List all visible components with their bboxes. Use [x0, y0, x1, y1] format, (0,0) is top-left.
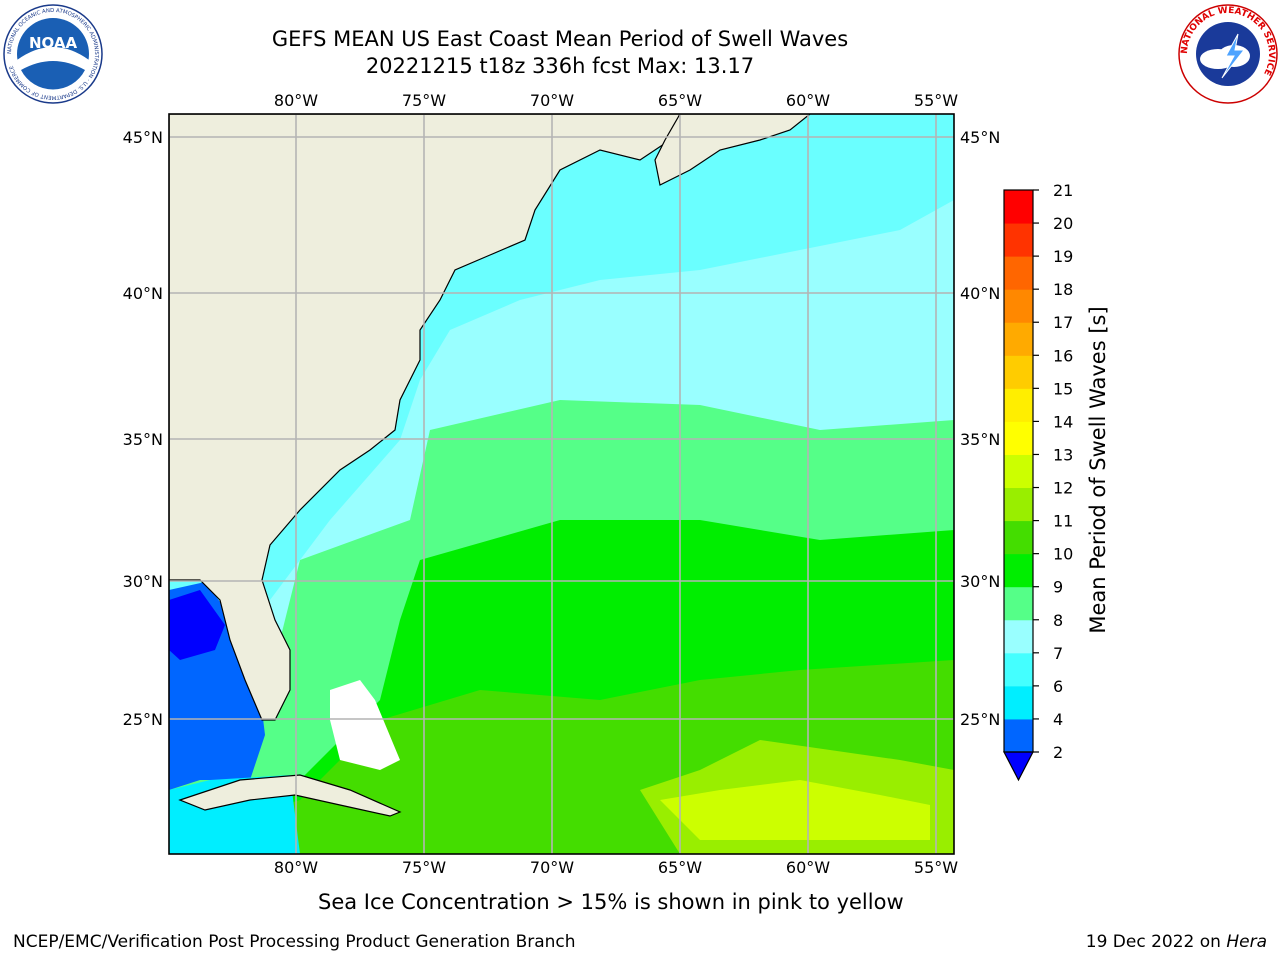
colorbar-tick-label: 8 [1053, 611, 1063, 630]
colorbar-segment [1004, 256, 1033, 290]
lat-tick-label: 40°N [960, 284, 1000, 303]
colorbar-tick-label: 12 [1053, 479, 1073, 498]
lat-tick-label: 35°N [123, 430, 163, 449]
lat-tick-label: 25°N [123, 710, 163, 729]
bahamas-bank-masked [330, 680, 400, 770]
lon-tick-label: 60°W [786, 858, 830, 877]
colorbar-tick-label: 6 [1053, 677, 1063, 696]
colorbar-tick-label: 17 [1053, 313, 1073, 332]
colorbar-segment [1004, 322, 1033, 356]
lon-tick-label: 65°W [658, 858, 702, 877]
colorbar-tick-label: 7 [1053, 644, 1063, 663]
colorbar-segment [1004, 421, 1033, 455]
colorbar-segment [1004, 454, 1033, 489]
lon-tick-label: 70°W [530, 91, 574, 110]
colorbar-segment [1004, 223, 1033, 257]
colorbar-segment [1004, 619, 1033, 654]
lon-tick-label: 55°W [914, 91, 958, 110]
colorbar-segment [1004, 586, 1033, 621]
lon-tick-label: 80°W [274, 858, 318, 877]
colorbar-tick-label: 13 [1053, 445, 1073, 464]
lon-tick-label: 80°W [274, 91, 318, 110]
lon-tick-label: 55°W [914, 858, 958, 877]
colorbar-tick-label: 2 [1053, 743, 1063, 762]
lat-tick-label: 45°N [960, 128, 1000, 147]
colorbar-segment [1004, 190, 1033, 224]
tick-labels: 80°W 80°W 75°W 75°W 70°W 70°W 65°W 65°W 60°W 60°W… [123, 91, 1001, 877]
colorbar-tick-label: 19 [1053, 247, 1073, 266]
lon-tick-label: 75°W [402, 91, 446, 110]
noaa-logo: NOAA NATIONAL OCEANIC AND ATMOSPHERIC AD… [3, 4, 103, 104]
cuba-land [178, 774, 402, 817]
colorbar-tick-label: 10 [1053, 545, 1073, 564]
map-frame [168, 113, 955, 855]
colorbar-segment [1004, 520, 1033, 555]
colorbar-label: Mean Period of Swell Waves [s] [1086, 306, 1110, 633]
nws-logo: NATIONAL WEATHER SERVICE [1178, 4, 1278, 104]
colorbar-segment [1004, 553, 1033, 588]
lon-tick-label: 60°W [786, 91, 830, 110]
colorbar-tick-label: 18 [1053, 280, 1073, 299]
date-stamp: 19 Dec 2022 on Hera [1086, 932, 1267, 952]
gulf-min-period [169, 590, 225, 660]
nova-scotia-land [654, 114, 811, 186]
lon-tick-label: 65°W [658, 91, 702, 110]
chart-title: GEFS MEAN US East Coast Mean Period of S… [271, 27, 849, 51]
colorbar-tick-label: 21 [1053, 181, 1073, 200]
lat-tick-label: 25°N [960, 710, 1000, 729]
lat-tick-label: 45°N [123, 128, 163, 147]
colorbar-segment [1004, 289, 1033, 323]
colorbar-tick-label: 4 [1053, 710, 1063, 729]
sea-ice-note: Sea Ice Concentration > 15% is shown in … [318, 890, 904, 914]
swell-band-13-14 [660, 780, 930, 840]
lat-tick-label: 30°N [960, 572, 1000, 591]
lat-tick-label: 35°N [960, 430, 1000, 449]
graticule [169, 114, 954, 854]
colorbar-tick-label: 15 [1053, 379, 1073, 398]
date-text: 19 Dec 2022 on [1085, 932, 1221, 952]
lon-tick-label: 75°W [402, 858, 446, 877]
colorbar-segment [1004, 652, 1033, 687]
colorbar-segment [1004, 487, 1033, 522]
colorbar-frame [1003, 189, 1034, 753]
lon-tick-label: 70°W [530, 858, 574, 877]
host-name: Hera [1226, 932, 1267, 952]
colorbar-segment [1004, 388, 1033, 422]
colorbar-segment [1004, 355, 1033, 389]
colorbar-tick-label: 16 [1053, 346, 1073, 365]
colorbar: 2 4 6 7 8 9 10 11 12 13 14 15 16 17 18 19 20 21 [1003, 181, 1073, 782]
lat-tick-label: 30°N [123, 572, 163, 591]
credit-line: NCEP/EMC/Verification Post Processing Pr… [13, 932, 576, 952]
lat-tick-label: 40°N [123, 284, 163, 303]
colorbar-tick-label: 20 [1053, 214, 1073, 233]
colorbar-tick-label: 9 [1053, 578, 1063, 597]
colorbar-segment [1004, 685, 1033, 720]
noaa-logo-text: NOAA [29, 34, 78, 52]
colorbar-tick-label: 14 [1053, 412, 1073, 431]
colorbar-tick-label: 11 [1053, 512, 1073, 531]
colorbar-segment [1004, 718, 1033, 753]
chart-subtitle: 20221215 t18z 336h fcst Max: 13.17 [365, 54, 755, 78]
colorbar-extend-arrow [1003, 751, 1034, 782]
